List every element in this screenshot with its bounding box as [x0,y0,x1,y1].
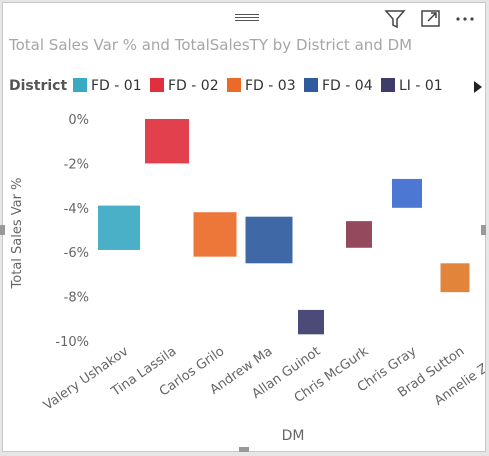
bar-brad-sutton[interactable] [440,263,470,293]
drag-handle-icon[interactable] [235,13,259,21]
focus-mode-icon[interactable] [420,8,442,30]
legend-swatch [304,78,318,92]
legend-item-fd-04[interactable]: FD - 04 [304,78,373,94]
filter-icon[interactable] [384,8,406,30]
bar-carlos-grilo[interactable] [193,212,237,257]
y-axis-title: Total Sales Var % [10,178,25,290]
y-tick-label: -8% [64,291,89,306]
x-tick-label: Valery Ushakov [41,344,132,414]
resize-handle-bottom[interactable] [239,447,249,452]
bar-valery-ushakov[interactable] [98,205,140,250]
y-tick-label: -10% [55,335,89,350]
resize-handle-left[interactable] [0,225,5,235]
bar-chris-gray[interactable] [392,178,422,208]
legend-label: FD - 03 [245,78,296,94]
bar-tina-lassila[interactable] [145,119,189,164]
legend-label: LI - 01 [399,78,443,94]
legend-item-li-01[interactable]: LI - 01 [381,78,443,94]
legend-swatch [73,78,87,92]
x-tick-label: Carlos Grilo [157,344,227,400]
y-tick-label: -2% [64,157,89,172]
bar-allan-guinot[interactable] [298,309,324,335]
bar-andrew-ma[interactable] [245,216,293,264]
more-options-icon[interactable] [454,8,476,30]
legend-item-fd-01[interactable]: FD - 01 [73,78,142,94]
x-tick-label: Tina Lassila [108,344,179,400]
x-tick-label: Brad Sutton [395,344,467,401]
x-tick-label: Andrew Ma [207,344,275,398]
legend-item-fd-03[interactable]: FD - 03 [227,78,296,94]
x-tick-label: Allan Guinot [249,344,323,402]
legend-swatch [227,78,241,92]
legend-label: FD - 01 [91,78,142,94]
x-tick-label: Chris McGurk [292,344,372,406]
bar-chris-mcgurk[interactable] [346,221,372,248]
x-tick-label: Annelie Zubar [432,344,485,409]
legend: District FD - 01 FD - 02 FD - 03 FD - 04… [9,76,482,96]
x-tick-label: Chris Gray [355,344,420,396]
y-tick-label: -4% [64,202,89,217]
legend-label: FD - 04 [322,78,373,94]
legend-label: FD - 02 [168,78,219,94]
chart-title: Total Sales Var % and TotalSalesTY by Di… [9,36,413,54]
y-tick-label: -6% [64,246,89,261]
resize-handle-right[interactable] [481,225,486,235]
legend-swatch [150,78,164,92]
legend-next-icon[interactable] [474,81,482,93]
legend-item-fd-02[interactable]: FD - 02 [150,78,219,94]
legend-swatch [381,78,395,92]
x-axis-title: DM [282,428,305,444]
y-tick-label: 0% [68,113,89,128]
legend-title: District [9,78,68,94]
